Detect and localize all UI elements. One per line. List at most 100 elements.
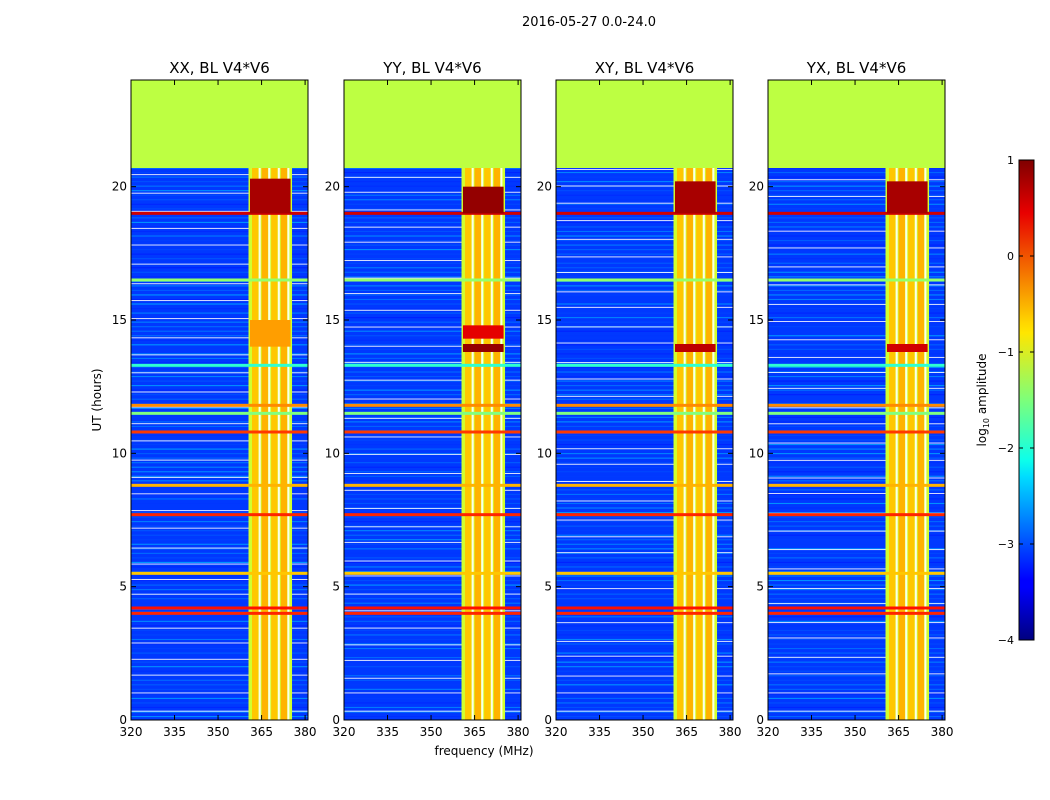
- rfi-channel: [484, 168, 491, 720]
- speckle-row: [556, 521, 733, 523]
- speckle-row: [768, 276, 945, 278]
- horizontal-feature: [768, 278, 945, 282]
- y-tick-label: 5: [544, 580, 552, 594]
- gap-row: [344, 659, 521, 661]
- gap-row: [556, 291, 733, 293]
- x-tick-label: 365: [675, 725, 698, 739]
- speckle-row: [768, 471, 945, 473]
- gap-row: [768, 656, 945, 658]
- y-tick-label: 20: [749, 180, 764, 194]
- speckle-row: [556, 561, 733, 563]
- speckle-row: [768, 706, 945, 709]
- speckle-row: [131, 267, 308, 269]
- y-tick-label: 0: [756, 713, 764, 727]
- speckle-row: [131, 534, 308, 536]
- horizontal-feature: [131, 278, 308, 282]
- gap-row: [344, 293, 521, 295]
- speckle-row: [556, 570, 733, 573]
- speckle-row: [768, 317, 945, 319]
- speckle-row: [768, 425, 945, 427]
- gap-row: [556, 480, 733, 482]
- speckle-row: [556, 267, 733, 269]
- gap-row: [131, 283, 308, 285]
- gap-row: [768, 195, 945, 197]
- panel-plot-area: [344, 80, 521, 720]
- speckle-row: [556, 403, 733, 405]
- colorbar-tick-label: −4: [998, 634, 1014, 647]
- gap-row: [131, 440, 308, 442]
- speckle-row: [344, 312, 521, 314]
- gap-row: [768, 230, 945, 232]
- x-axis-label: frequency (MHz): [434, 744, 533, 758]
- speckle-row: [556, 258, 733, 260]
- speckle-row: [556, 543, 733, 545]
- speckle-row: [768, 502, 945, 505]
- horizontal-feature: [344, 278, 521, 282]
- speckle-row: [344, 602, 521, 604]
- speckle-row: [556, 167, 733, 169]
- speckle-row: [131, 675, 308, 677]
- gap-row: [131, 627, 308, 629]
- speckle-row: [131, 575, 308, 577]
- speckle-row: [344, 439, 521, 441]
- speckle-row: [556, 371, 733, 373]
- gap-row: [344, 260, 521, 262]
- speckle-row: [556, 507, 733, 509]
- speckle-row: [131, 303, 308, 305]
- y-tick-label: 0: [119, 713, 127, 727]
- horizontal-feature: [768, 363, 945, 367]
- speckle-row: [768, 448, 945, 450]
- speckle-row: [768, 172, 945, 174]
- speckle-row: [768, 462, 945, 464]
- speckle-row: [768, 702, 945, 704]
- speckle-row: [131, 448, 308, 450]
- speckle-row: [131, 366, 308, 369]
- speckle-row: [768, 512, 945, 514]
- speckle-row: [131, 462, 308, 464]
- speckle-row: [556, 575, 733, 577]
- horizontal-feature: [556, 430, 733, 434]
- speckle-row: [344, 666, 521, 668]
- speckle-row: [768, 249, 945, 251]
- speckle-row: [131, 330, 308, 332]
- rfi-channel: [898, 168, 905, 720]
- speckle-row: [556, 475, 733, 477]
- speckle-row: [131, 589, 308, 591]
- rfi-channel-gap: [693, 168, 696, 720]
- gap-row: [131, 578, 308, 580]
- speckle-row: [131, 697, 308, 699]
- gap-row: [768, 692, 945, 694]
- speckle-row: [131, 199, 308, 201]
- gap-row: [131, 354, 308, 356]
- speckle-row: [768, 620, 945, 622]
- speckle-row: [556, 584, 733, 586]
- gap-row: [768, 530, 945, 532]
- speckle-row: [344, 716, 521, 718]
- gap-row: [556, 536, 733, 538]
- speckle-row: [768, 253, 945, 255]
- speckle-row: [768, 185, 945, 187]
- speckle-row: [131, 661, 308, 663]
- y-tick-label: 15: [112, 313, 127, 327]
- hot-spot: [249, 178, 291, 214]
- rfi-channel-gap: [914, 168, 917, 720]
- speckle-row: [344, 598, 521, 600]
- speckle-row: [344, 371, 521, 373]
- speckle-row: [344, 539, 521, 541]
- speckle-row: [344, 276, 521, 278]
- y-axis-label: UT (hours): [90, 368, 104, 431]
- horizontal-feature: [344, 363, 521, 367]
- speckle-row: [344, 675, 521, 677]
- speckle-row: [344, 548, 521, 550]
- speckle-row: [344, 303, 521, 305]
- x-tick-label: 335: [163, 725, 186, 739]
- speckle-row: [344, 580, 521, 582]
- speckle-row: [344, 643, 521, 645]
- speckle-row: [131, 394, 308, 396]
- speckle-row: [768, 466, 945, 468]
- gap-row: [131, 593, 308, 595]
- horizontal-feature: [556, 611, 733, 615]
- gap-row: [344, 560, 521, 562]
- horizontal-feature: [131, 211, 308, 215]
